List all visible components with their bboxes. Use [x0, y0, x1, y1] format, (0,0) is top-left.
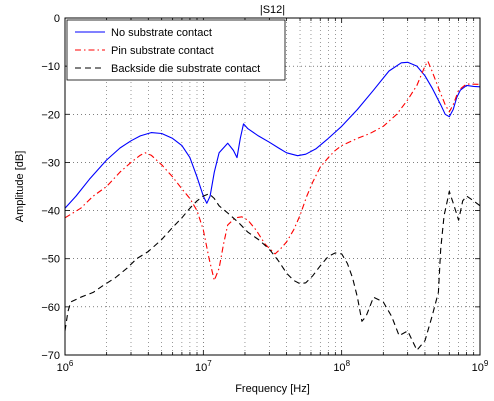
y-tick-label: −40 [41, 206, 60, 218]
x-axis-label: Frequency [Hz] [235, 383, 310, 395]
plot-frame [64, 17, 481, 356]
y-axis-label: Amplitude [dB] [14, 151, 26, 223]
y-tick-labels: 0 −10 −20 −30 −40 −50 −60 −70 [41, 13, 60, 362]
legend-label-3: Backside die substrate contact [111, 63, 260, 75]
y-tick-label: −20 [41, 109, 60, 121]
chart-title: |S12| [260, 4, 285, 16]
legend-label-2: Pin substrate contact [111, 45, 214, 57]
y-tick-label: −60 [41, 302, 60, 314]
series-layer [64, 60, 481, 351]
series-line-3 [64, 190, 481, 351]
x-tick-label: 107 [195, 359, 212, 374]
x-tick-labels: 106 107 108 109 [57, 359, 489, 374]
series-line-2 [64, 60, 481, 281]
series-line-1 [64, 61, 481, 209]
legend-label-1: No substrate contact [111, 27, 212, 39]
axis-ticks [64, 17, 481, 356]
y-tick-label: −30 [41, 157, 60, 169]
y-tick-label: −10 [41, 61, 60, 73]
x-tick-label: 109 [472, 359, 489, 374]
x-tick-label: 108 [333, 359, 350, 374]
y-tick-label: −50 [41, 254, 60, 266]
y-tick-label: −70 [41, 350, 60, 362]
y-tick-label: 0 [54, 13, 60, 25]
legend: No substrate contact Pin substrate contac… [66, 19, 286, 81]
x-tick-label: 106 [57, 359, 74, 374]
